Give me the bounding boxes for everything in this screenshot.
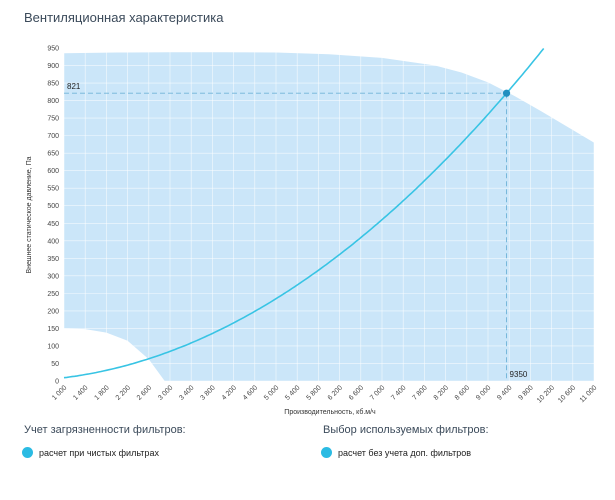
x-tick-label: 3 800 — [199, 384, 216, 401]
x-tick-label: 8 600 — [454, 384, 471, 401]
y-tick-label: 250 — [47, 291, 59, 298]
radio-selected-icon[interactable] — [321, 447, 332, 458]
y-tick-label: 900 — [47, 63, 59, 70]
x-tick-label: 9 400 — [496, 384, 513, 401]
x-tick-label: 2 600 — [136, 384, 153, 401]
filter-selection-title: Выбор используемых фильтров: — [323, 424, 489, 436]
y-tick-label: 300 — [47, 273, 59, 280]
x-tick-label: 5 400 — [284, 384, 301, 401]
operating-point-y-label: 821 — [67, 82, 81, 91]
y-tick-label: 800 — [47, 98, 59, 105]
x-tick-label: 10 600 — [557, 384, 577, 404]
x-tick-label: 7 400 — [390, 384, 407, 401]
x-tick-label: 7 800 — [411, 384, 428, 401]
contamination-option[interactable]: расчет при чистых фильтрах — [22, 447, 159, 458]
filter-selection-option-label: расчет без учета доп. фильтров — [338, 447, 472, 458]
y-tick-label: 650 — [47, 151, 59, 158]
y-tick-label: 200 — [47, 308, 59, 315]
x-tick-label: 3 000 — [157, 384, 174, 401]
y-tick-label: 150 — [47, 326, 59, 333]
y-tick-label: 500 — [47, 203, 59, 210]
y-axis-label: Внешнее статическое давление, Па — [26, 156, 33, 273]
x-tick-label: 7 000 — [369, 384, 386, 401]
x-tick-label: 1 800 — [93, 384, 110, 401]
filter-selection-option[interactable]: расчет без учета доп. фильтров — [321, 447, 471, 458]
ventilation-chart: 821 9350 0 50 100 150 200 250 300 350 400 450 500 55… — [26, 46, 598, 417]
contamination-title: Учет загрязненности фильтров: — [24, 424, 186, 436]
y-tick-label: 550 — [47, 186, 59, 193]
operating-area — [64, 52, 594, 382]
y-tick-label: 350 — [47, 256, 59, 263]
x-axis-label: Производительность, кб.м/ч — [284, 408, 376, 416]
y-tick-label: 450 — [47, 221, 59, 228]
x-tick-label: 5 800 — [305, 384, 322, 401]
x-tick-label: 5 000 — [263, 384, 280, 401]
x-tick-label: 6 600 — [348, 384, 365, 401]
x-tick-label: 9 800 — [517, 384, 534, 401]
page-title: Вентиляционная характеристика — [24, 10, 224, 25]
plot-area: 821 9350 — [63, 47, 595, 382]
x-tick-label: 8 200 — [433, 384, 450, 401]
x-tick-label: 4 600 — [242, 384, 259, 401]
x-tick-label: 3 400 — [178, 384, 195, 401]
x-tick-label: 10 200 — [536, 384, 556, 404]
operating-point — [502, 89, 511, 97]
x-tick-label: 6 200 — [327, 384, 344, 401]
y-tick-label: 850 — [47, 81, 59, 88]
y-tick-label: 0 — [55, 379, 59, 386]
y-tick-label: 100 — [47, 343, 59, 350]
x-tick-label: 4 200 — [221, 384, 238, 401]
y-tick-label: 50 — [51, 361, 59, 368]
x-tick-label: 1 400 — [72, 384, 89, 401]
x-tick-label: 1 000 — [51, 384, 68, 401]
y-tick-label: 400 — [47, 238, 59, 245]
contamination-option-label: расчет при чистых фильтрах — [39, 447, 159, 458]
radio-selected-icon[interactable] — [22, 447, 33, 458]
system-curve — [63, 47, 545, 379]
x-tick-label: 2 200 — [115, 384, 132, 401]
x-axis-ticks: 1 000 1 400 1 800 2 200 2 600 3 000 3 400 3 800… — [51, 384, 598, 404]
x-tick-label: 9 000 — [475, 384, 492, 401]
y-tick-label: 600 — [47, 168, 59, 175]
y-tick-label: 700 — [47, 133, 59, 140]
operating-point-x-label: 9350 — [510, 370, 528, 379]
y-tick-label: 950 — [47, 46, 59, 53]
y-tick-label: 750 — [47, 116, 59, 123]
x-tick-label: 11 000 — [579, 384, 599, 404]
y-axis-ticks: 0 50 100 150 200 250 300 350 400 450 500 550 600 650 7… — [47, 46, 59, 386]
